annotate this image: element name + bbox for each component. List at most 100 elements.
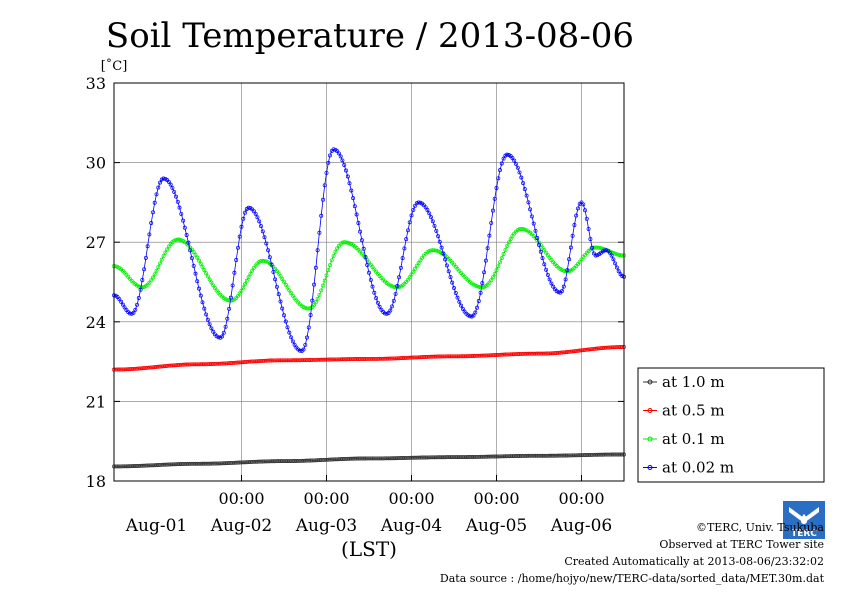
data-point <box>427 211 432 216</box>
data-point <box>198 293 203 298</box>
data-point <box>517 352 522 356</box>
data-point <box>241 285 246 290</box>
data-point <box>367 270 371 275</box>
data-point <box>529 351 534 356</box>
y-tick-label: 33 <box>86 74 106 93</box>
data-point <box>397 275 402 280</box>
data-point <box>177 237 182 242</box>
data-point <box>537 242 541 247</box>
legend-item: at 1.0 m <box>643 373 725 391</box>
data-point <box>361 246 366 251</box>
data-point <box>200 461 205 466</box>
data-point <box>505 244 510 248</box>
data-point <box>299 358 304 363</box>
data-point <box>257 459 262 464</box>
data-point <box>494 186 499 190</box>
data-point <box>510 454 515 459</box>
data-point <box>274 284 279 289</box>
data-point <box>499 352 504 357</box>
data-point <box>570 233 575 238</box>
data-point <box>492 353 497 358</box>
data-point <box>211 283 216 288</box>
data-point <box>352 357 357 361</box>
data-point <box>588 237 593 242</box>
data-point <box>301 347 306 352</box>
data-point <box>450 455 455 460</box>
data-point <box>260 258 265 263</box>
data-point <box>602 248 607 253</box>
data-point <box>382 456 387 461</box>
data-point <box>287 330 292 335</box>
data-point <box>335 357 340 362</box>
data-point <box>322 457 327 462</box>
data-point <box>519 226 524 231</box>
data-point <box>365 356 370 361</box>
data-point <box>547 277 552 282</box>
data-point <box>312 302 317 307</box>
data-point <box>441 251 446 256</box>
data-point <box>182 362 187 367</box>
data-point <box>188 461 193 466</box>
data-point <box>593 253 598 258</box>
data-point <box>584 347 589 352</box>
data-point <box>166 244 171 249</box>
data-point <box>482 270 487 275</box>
data-point <box>498 454 502 459</box>
data-point <box>317 458 322 463</box>
data-point <box>501 252 506 256</box>
data-point <box>446 269 451 274</box>
data-point <box>377 304 382 309</box>
data-point <box>197 258 201 263</box>
data-point <box>289 291 294 296</box>
data-point <box>236 245 240 250</box>
data-point <box>444 455 449 460</box>
data-point <box>407 220 412 225</box>
data-point <box>170 363 175 368</box>
data-point <box>469 354 474 358</box>
data-point <box>358 357 363 361</box>
data-point <box>262 235 267 240</box>
legend-swatch-marker <box>647 408 653 413</box>
data-point <box>230 283 235 288</box>
data-point <box>540 256 545 261</box>
data-point <box>437 239 442 244</box>
data-point <box>285 285 290 290</box>
data-point <box>212 461 217 466</box>
data-point <box>269 262 274 267</box>
data-point <box>531 221 536 226</box>
data-point <box>211 329 216 334</box>
data-point <box>522 351 527 356</box>
data-point <box>324 170 329 175</box>
data-point <box>352 456 357 461</box>
data-point <box>510 156 515 160</box>
data-point <box>306 306 311 311</box>
data-point <box>368 277 373 282</box>
data-point <box>315 458 320 463</box>
data-point <box>540 245 545 250</box>
data-point <box>395 356 400 361</box>
data-point <box>315 357 320 362</box>
data-point <box>303 305 308 310</box>
day-label: Aug-02 <box>210 516 272 536</box>
data-point <box>391 284 396 289</box>
data-point <box>207 461 212 466</box>
data-point <box>287 358 292 363</box>
data-point <box>372 290 377 295</box>
data-point <box>340 357 345 362</box>
data-point <box>158 364 162 369</box>
data-point <box>577 259 582 264</box>
data-point <box>232 360 237 365</box>
data-point <box>384 311 389 316</box>
data-point <box>255 459 260 464</box>
data-point <box>278 299 283 304</box>
data-point <box>274 269 279 274</box>
data-point <box>480 281 485 286</box>
data-point <box>467 455 472 459</box>
data-point <box>175 199 180 204</box>
data-point <box>310 298 315 303</box>
data-point <box>420 455 425 460</box>
data-point <box>590 452 595 457</box>
data-point <box>347 456 352 461</box>
data-point <box>241 216 246 221</box>
